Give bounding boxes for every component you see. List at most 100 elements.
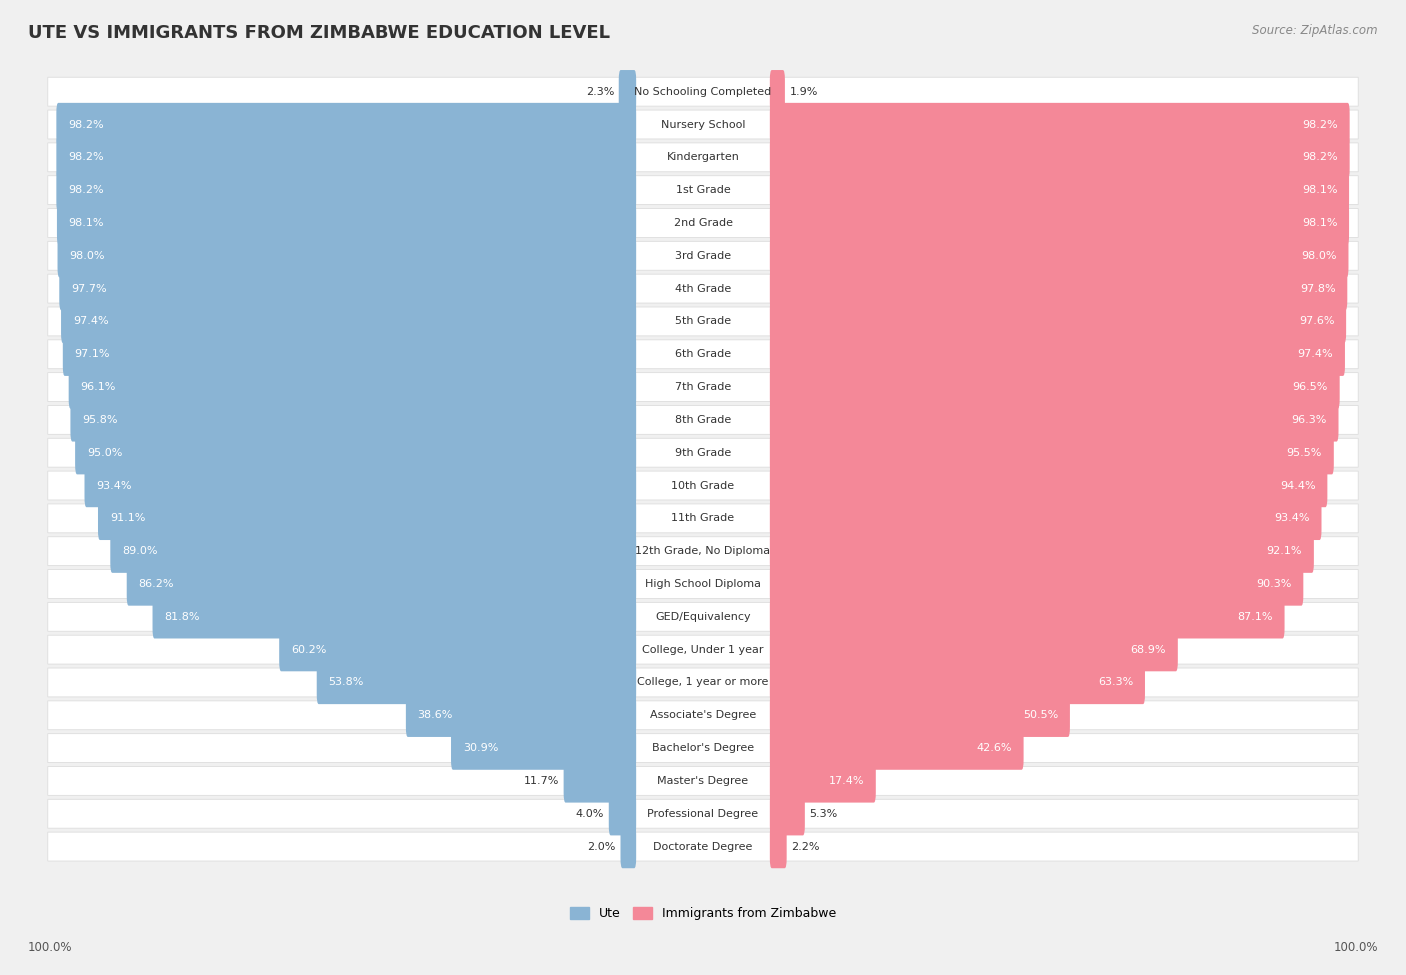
FancyBboxPatch shape <box>48 274 1358 303</box>
Text: 30.9%: 30.9% <box>463 743 498 753</box>
FancyBboxPatch shape <box>770 136 1350 179</box>
FancyBboxPatch shape <box>770 431 1334 475</box>
FancyBboxPatch shape <box>48 372 1358 402</box>
Text: College, Under 1 year: College, Under 1 year <box>643 644 763 654</box>
FancyBboxPatch shape <box>48 569 1358 599</box>
Text: 3rd Grade: 3rd Grade <box>675 251 731 260</box>
Text: 81.8%: 81.8% <box>165 612 200 622</box>
FancyBboxPatch shape <box>770 726 1024 770</box>
FancyBboxPatch shape <box>48 832 1358 861</box>
FancyBboxPatch shape <box>770 563 1303 605</box>
Text: 1st Grade: 1st Grade <box>676 185 730 195</box>
FancyBboxPatch shape <box>619 70 636 113</box>
Text: 2.3%: 2.3% <box>586 87 614 97</box>
Text: 97.4%: 97.4% <box>73 317 108 327</box>
Text: 95.8%: 95.8% <box>82 415 118 425</box>
Text: 98.1%: 98.1% <box>1302 185 1337 195</box>
Text: 6th Grade: 6th Grade <box>675 349 731 359</box>
FancyBboxPatch shape <box>48 439 1358 467</box>
Text: 91.1%: 91.1% <box>110 514 145 524</box>
Text: 42.6%: 42.6% <box>976 743 1012 753</box>
FancyBboxPatch shape <box>770 628 1178 672</box>
FancyBboxPatch shape <box>127 563 636 605</box>
FancyBboxPatch shape <box>152 595 636 639</box>
FancyBboxPatch shape <box>75 431 636 475</box>
Text: 97.8%: 97.8% <box>1301 284 1336 293</box>
FancyBboxPatch shape <box>58 234 636 278</box>
FancyBboxPatch shape <box>48 537 1358 565</box>
FancyBboxPatch shape <box>56 201 636 245</box>
FancyBboxPatch shape <box>770 693 1070 737</box>
FancyBboxPatch shape <box>60 299 636 343</box>
Text: 8th Grade: 8th Grade <box>675 415 731 425</box>
Text: 68.9%: 68.9% <box>1130 644 1166 654</box>
FancyBboxPatch shape <box>48 471 1358 500</box>
FancyBboxPatch shape <box>48 242 1358 270</box>
FancyBboxPatch shape <box>56 169 636 212</box>
FancyBboxPatch shape <box>564 760 636 802</box>
Text: 97.1%: 97.1% <box>75 349 110 359</box>
Text: 12th Grade, No Diploma: 12th Grade, No Diploma <box>636 546 770 556</box>
Text: 10th Grade: 10th Grade <box>672 481 734 490</box>
FancyBboxPatch shape <box>770 398 1339 442</box>
Text: Master's Degree: Master's Degree <box>658 776 748 786</box>
Text: 4.0%: 4.0% <box>576 808 605 819</box>
Text: 17.4%: 17.4% <box>828 776 865 786</box>
FancyBboxPatch shape <box>48 340 1358 369</box>
FancyBboxPatch shape <box>770 201 1350 245</box>
Text: Kindergarten: Kindergarten <box>666 152 740 162</box>
FancyBboxPatch shape <box>48 176 1358 205</box>
FancyBboxPatch shape <box>48 733 1358 762</box>
FancyBboxPatch shape <box>770 595 1285 639</box>
Text: 94.4%: 94.4% <box>1279 481 1316 490</box>
FancyBboxPatch shape <box>48 209 1358 238</box>
FancyBboxPatch shape <box>770 760 876 802</box>
FancyBboxPatch shape <box>316 661 636 704</box>
FancyBboxPatch shape <box>56 102 636 146</box>
Text: 1.9%: 1.9% <box>790 87 818 97</box>
FancyBboxPatch shape <box>48 406 1358 434</box>
FancyBboxPatch shape <box>59 267 636 310</box>
Text: 98.2%: 98.2% <box>1302 120 1339 130</box>
Text: 53.8%: 53.8% <box>329 678 364 687</box>
FancyBboxPatch shape <box>48 635 1358 664</box>
Text: 98.2%: 98.2% <box>67 120 104 130</box>
Text: No Schooling Completed: No Schooling Completed <box>634 87 772 97</box>
FancyBboxPatch shape <box>406 693 636 737</box>
Text: 93.4%: 93.4% <box>1274 514 1310 524</box>
Text: Source: ZipAtlas.com: Source: ZipAtlas.com <box>1253 24 1378 37</box>
Text: 98.0%: 98.0% <box>1301 251 1337 260</box>
Text: 98.1%: 98.1% <box>69 218 104 228</box>
FancyBboxPatch shape <box>770 496 1322 540</box>
Text: 97.6%: 97.6% <box>1299 317 1334 327</box>
FancyBboxPatch shape <box>69 366 636 409</box>
Text: 11th Grade: 11th Grade <box>672 514 734 524</box>
Text: 9th Grade: 9th Grade <box>675 448 731 457</box>
Text: College, 1 year or more: College, 1 year or more <box>637 678 769 687</box>
Text: 93.4%: 93.4% <box>96 481 132 490</box>
Text: 98.0%: 98.0% <box>69 251 105 260</box>
FancyBboxPatch shape <box>84 464 636 507</box>
Text: 97.4%: 97.4% <box>1298 349 1333 359</box>
Text: 38.6%: 38.6% <box>418 711 453 721</box>
FancyBboxPatch shape <box>70 398 636 442</box>
Text: 5.3%: 5.3% <box>810 808 838 819</box>
FancyBboxPatch shape <box>770 529 1313 573</box>
FancyBboxPatch shape <box>56 136 636 179</box>
FancyBboxPatch shape <box>770 102 1350 146</box>
Text: 2.2%: 2.2% <box>792 841 820 851</box>
Text: Professional Degree: Professional Degree <box>647 808 759 819</box>
Text: 100.0%: 100.0% <box>1333 941 1378 954</box>
FancyBboxPatch shape <box>48 668 1358 697</box>
FancyBboxPatch shape <box>609 792 636 836</box>
Text: 2nd Grade: 2nd Grade <box>673 218 733 228</box>
FancyBboxPatch shape <box>770 234 1348 278</box>
Text: GED/Equivalency: GED/Equivalency <box>655 612 751 622</box>
Text: Associate's Degree: Associate's Degree <box>650 711 756 721</box>
Text: 86.2%: 86.2% <box>139 579 174 589</box>
Text: 98.2%: 98.2% <box>67 152 104 162</box>
FancyBboxPatch shape <box>770 299 1346 343</box>
Text: High School Diploma: High School Diploma <box>645 579 761 589</box>
FancyBboxPatch shape <box>770 332 1346 376</box>
FancyBboxPatch shape <box>770 169 1350 212</box>
